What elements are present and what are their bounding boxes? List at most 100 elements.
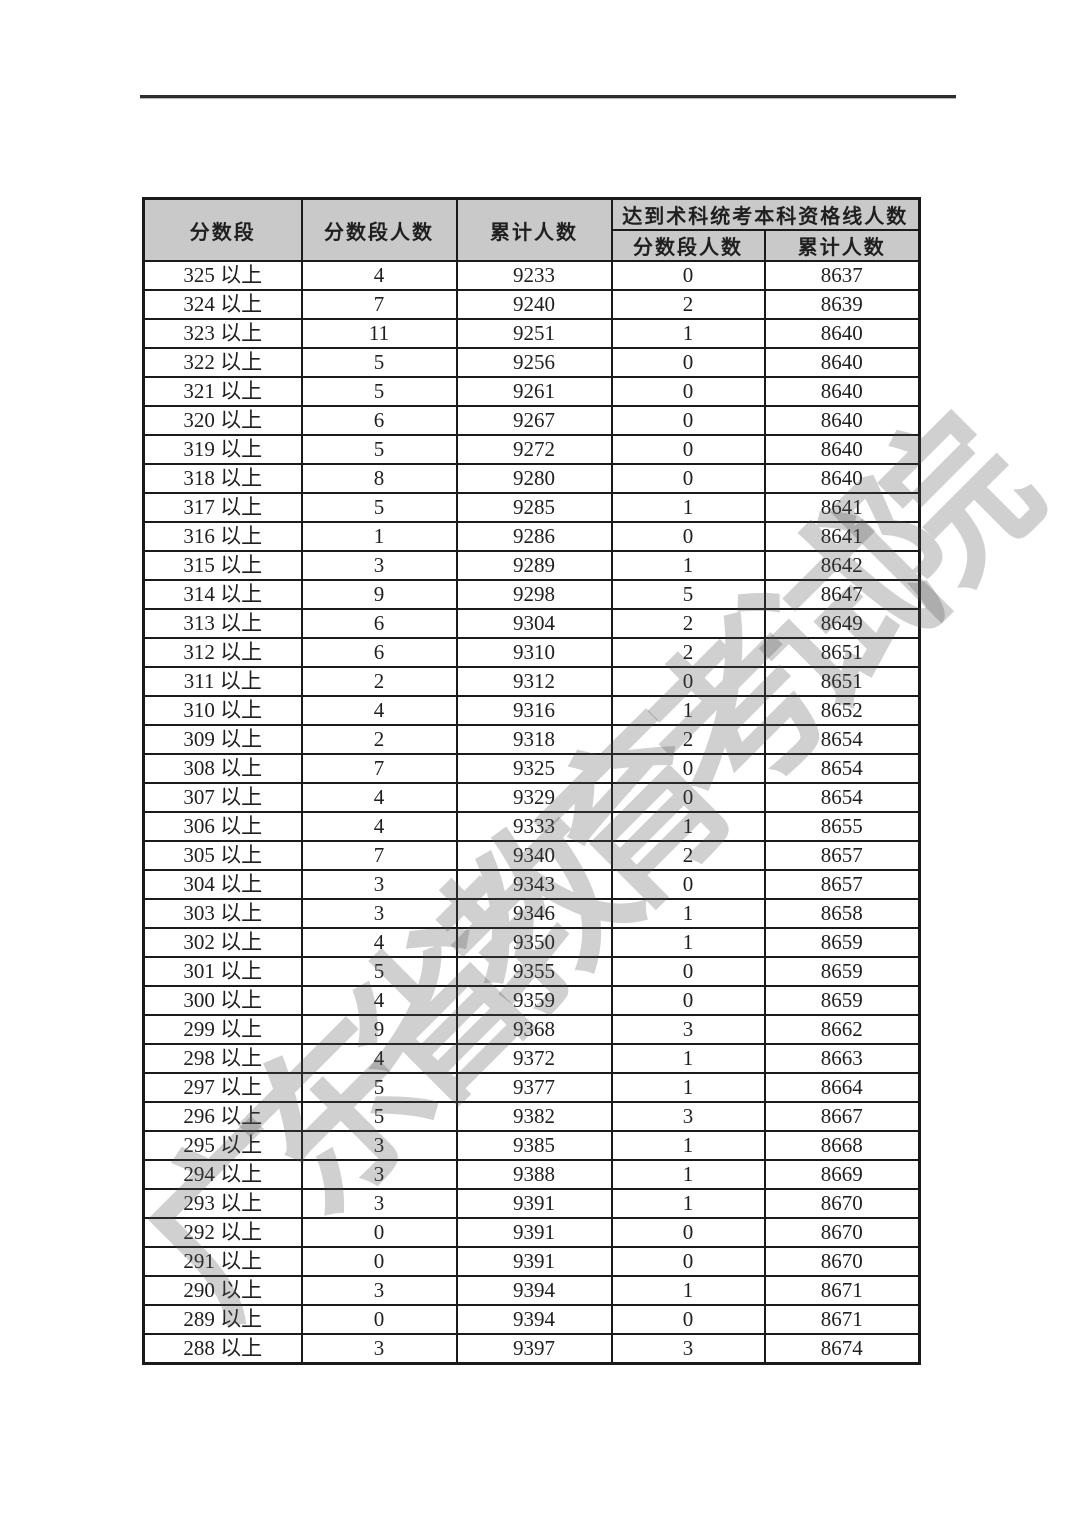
cell-qualified-cumulative: 8671 (763, 1275, 921, 1306)
cell-qualified-range-count: 1 (610, 550, 766, 581)
cell-score-range: 299 以上 (142, 1014, 303, 1045)
table-row: 301 以上 5 9355 0 8659 (142, 956, 921, 987)
cell-range-count: 11 (300, 318, 458, 349)
cell-range-count: 8 (300, 463, 458, 494)
cell-score-range: 291 以上 (142, 1246, 303, 1277)
cell-range-count: 2 (300, 666, 458, 697)
table-body: 325 以上 4 9233 0 8637 324 以上 7 9240 2 8639 323 以上 11… (142, 260, 921, 1365)
cell-range-count: 0 (300, 1217, 458, 1248)
cell-range-count: 4 (300, 1043, 458, 1074)
cell-range-count: 5 (300, 956, 458, 987)
cell-range-count: 5 (300, 492, 458, 523)
cell-range-count: 0 (300, 1304, 458, 1335)
table-row: 325 以上 4 9233 0 8637 (142, 260, 921, 291)
cell-cumulative: 9350 (455, 927, 613, 958)
table-row: 294 以上 3 9388 1 8669 (142, 1159, 921, 1190)
cell-range-count: 5 (300, 1072, 458, 1103)
cell-range-count: 3 (300, 1130, 458, 1161)
table-row: 292 以上 0 9391 0 8670 (142, 1217, 921, 1248)
cell-cumulative: 9272 (455, 434, 613, 465)
cell-qualified-cumulative: 8669 (763, 1159, 921, 1190)
table-row: 312 以上 6 9310 2 8651 (142, 637, 921, 668)
table-row: 289 以上 0 9394 0 8671 (142, 1304, 921, 1335)
cell-qualified-cumulative: 8651 (763, 666, 921, 697)
cell-qualified-cumulative: 8670 (763, 1246, 921, 1277)
cell-qualified-range-count: 2 (610, 637, 766, 668)
table-row: 308 以上 7 9325 0 8654 (142, 753, 921, 784)
cell-score-range: 325 以上 (142, 260, 303, 291)
table-row: 320 以上 6 9267 0 8640 (142, 405, 921, 436)
cell-range-count: 4 (300, 260, 458, 291)
cell-qualified-range-count: 1 (610, 318, 766, 349)
cell-qualified-range-count: 0 (610, 434, 766, 465)
cell-qualified-cumulative: 8640 (763, 318, 921, 349)
cell-score-range: 319 以上 (142, 434, 303, 465)
cell-qualified-cumulative: 8639 (763, 289, 921, 320)
cell-qualified-range-count: 0 (610, 260, 766, 291)
cell-qualified-range-count: 1 (610, 898, 766, 929)
cell-range-count: 3 (300, 898, 458, 929)
table-row: 297 以上 5 9377 1 8664 (142, 1072, 921, 1103)
cell-cumulative: 9359 (455, 985, 613, 1016)
cell-range-count: 3 (300, 1275, 458, 1306)
cell-score-range: 310 以上 (142, 695, 303, 726)
header-qualified-group: 达到术科统考本科资格线人数 (610, 197, 921, 231)
cell-qualified-cumulative: 8641 (763, 492, 921, 523)
cell-score-range: 313 以上 (142, 608, 303, 639)
header-range-count: 分数段人数 (300, 197, 458, 262)
cell-qualified-range-count: 0 (610, 347, 766, 378)
cell-qualified-range-count: 0 (610, 666, 766, 697)
cell-score-range: 293 以上 (142, 1188, 303, 1219)
cell-cumulative: 9285 (455, 492, 613, 523)
cell-qualified-range-count: 0 (610, 1217, 766, 1248)
table-row: 299 以上 9 9368 3 8662 (142, 1014, 921, 1045)
cell-qualified-cumulative: 8659 (763, 985, 921, 1016)
table-row: 315 以上 3 9289 1 8642 (142, 550, 921, 581)
table-row: 298 以上 4 9372 1 8663 (142, 1043, 921, 1074)
cell-score-range: 301 以上 (142, 956, 303, 987)
cell-range-count: 1 (300, 521, 458, 552)
cell-qualified-cumulative: 8641 (763, 521, 921, 552)
cell-qualified-range-count: 2 (610, 724, 766, 755)
table-row: 310 以上 4 9316 1 8652 (142, 695, 921, 726)
cell-qualified-cumulative: 8654 (763, 724, 921, 755)
table-row: 323 以上 11 9251 1 8640 (142, 318, 921, 349)
cell-qualified-range-count: 0 (610, 985, 766, 1016)
cell-qualified-range-count: 0 (610, 782, 766, 813)
cell-qualified-cumulative: 8663 (763, 1043, 921, 1074)
cell-score-range: 317 以上 (142, 492, 303, 523)
cell-qualified-cumulative: 8670 (763, 1188, 921, 1219)
cell-qualified-range-count: 0 (610, 753, 766, 784)
table-row: 318 以上 8 9280 0 8640 (142, 463, 921, 494)
cell-score-range: 288 以上 (142, 1333, 303, 1365)
cell-score-range: 295 以上 (142, 1130, 303, 1161)
cell-score-range: 315 以上 (142, 550, 303, 581)
cell-cumulative: 9233 (455, 260, 613, 291)
cell-score-range: 324 以上 (142, 289, 303, 320)
cell-range-count: 4 (300, 927, 458, 958)
table-row: 306 以上 4 9333 1 8655 (142, 811, 921, 842)
cell-score-range: 321 以上 (142, 376, 303, 407)
page-top-rule (140, 95, 956, 98)
cell-qualified-cumulative: 8657 (763, 840, 921, 871)
cell-qualified-range-count: 3 (610, 1014, 766, 1045)
cell-qualified-range-count: 1 (610, 927, 766, 958)
cell-qualified-range-count: 3 (610, 1333, 766, 1365)
cell-score-range: 305 以上 (142, 840, 303, 871)
cell-qualified-cumulative: 8668 (763, 1130, 921, 1161)
table-row: 290 以上 3 9394 1 8671 (142, 1275, 921, 1306)
cell-qualified-range-count: 0 (610, 463, 766, 494)
cell-cumulative: 9304 (455, 608, 613, 639)
cell-score-range: 314 以上 (142, 579, 303, 610)
table-row: 304 以上 3 9343 0 8657 (142, 869, 921, 900)
table-row: 288 以上 3 9397 3 8674 (142, 1333, 921, 1365)
cell-cumulative: 9286 (455, 521, 613, 552)
cell-cumulative: 9394 (455, 1304, 613, 1335)
cell-qualified-range-count: 1 (610, 492, 766, 523)
cell-cumulative: 9261 (455, 376, 613, 407)
cell-score-range: 292 以上 (142, 1217, 303, 1248)
cell-qualified-cumulative: 8654 (763, 782, 921, 813)
cell-cumulative: 9325 (455, 753, 613, 784)
cell-score-range: 309 以上 (142, 724, 303, 755)
header-score-range: 分数段 (142, 197, 303, 262)
